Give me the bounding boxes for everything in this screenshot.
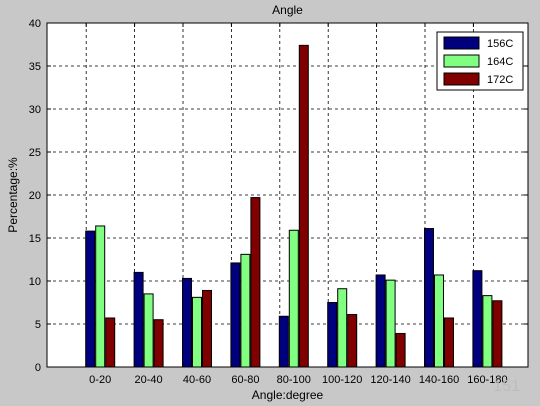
legend: 156C 164C 172C xyxy=(436,31,524,91)
bar-172C-40-60 xyxy=(202,289,212,368)
x-tick-label: 120-140 xyxy=(370,374,410,386)
bar-156C-120-140 xyxy=(375,274,386,368)
y-tick-label: 25 xyxy=(29,147,41,159)
bar-164C-140-160 xyxy=(434,274,444,368)
bar-156C-80-100 xyxy=(278,315,289,368)
bar-164C-160-180 xyxy=(482,295,493,368)
legend-label-156C: 156C xyxy=(487,38,513,50)
bar-156C-60-80 xyxy=(230,262,241,368)
x-tick-label: 60-80 xyxy=(231,374,259,386)
watermark: 151 xyxy=(493,378,520,395)
bar-164C-100-120 xyxy=(337,288,348,368)
x-tick-label: 20-40 xyxy=(135,374,163,386)
bar-156C-100-120 xyxy=(327,302,338,368)
bar-164C-0-20 xyxy=(95,225,106,368)
chart-title: Angle xyxy=(272,3,303,17)
bar-172C-60-80 xyxy=(250,197,261,368)
y-tick-label: 20 xyxy=(29,190,41,202)
y-tick-label: 40 xyxy=(29,18,41,30)
y-tick-label: 35 xyxy=(29,61,41,73)
y-axis-label: Percentage:% xyxy=(6,157,20,233)
bar-164C-60-80 xyxy=(240,253,251,368)
legend-swatch-172C xyxy=(443,72,480,86)
x-tick-label: 140-160 xyxy=(419,374,459,386)
bar-172C-80-100 xyxy=(298,44,309,368)
x-tick-label: 160-180 xyxy=(467,374,507,386)
bar-156C-20-40 xyxy=(133,271,144,368)
bar-156C-140-160 xyxy=(424,228,434,368)
x-tick-label: 0-20 xyxy=(89,374,111,386)
axes: 0 5 10 15 20 25 30 35 40 0-20 20-40 40-60 60-80 80-10… xyxy=(29,18,528,386)
legend-label-172C: 172C xyxy=(487,74,513,86)
y-tick-label: 30 xyxy=(29,104,41,116)
grid xyxy=(47,23,528,367)
legend-swatch-156C xyxy=(443,36,480,50)
y-tick-label: 5 xyxy=(35,319,41,331)
bar-164C-120-140 xyxy=(385,279,396,368)
bar-172C-0-20 xyxy=(105,317,116,368)
bar-172C-20-40 xyxy=(153,319,164,368)
bar-156C-0-20 xyxy=(85,230,96,368)
bar-172C-120-140 xyxy=(395,332,406,368)
bar-164C-80-100 xyxy=(288,229,299,368)
x-axis-label: Angle:degree xyxy=(252,388,324,402)
legend-label-164C: 164C xyxy=(487,56,513,68)
bar-172C-100-120 xyxy=(347,314,358,368)
bar-164C-40-60 xyxy=(192,296,202,368)
bar-172C-160-180 xyxy=(492,300,503,368)
y-tick-label: 0 xyxy=(35,362,41,374)
x-tick-label: 80-100 xyxy=(277,374,311,386)
x-tick-label: 40-60 xyxy=(183,374,211,386)
legend-swatch-164C xyxy=(443,54,480,68)
bars xyxy=(85,44,503,368)
bar-156C-40-60 xyxy=(182,277,192,368)
bar-156C-160-180 xyxy=(472,270,483,368)
bar-164C-20-40 xyxy=(143,293,154,368)
y-tick-label: 10 xyxy=(29,276,41,288)
bar-172C-140-160 xyxy=(444,317,454,368)
y-tick-label: 15 xyxy=(29,233,41,245)
x-tick-label: 100-120 xyxy=(322,374,362,386)
